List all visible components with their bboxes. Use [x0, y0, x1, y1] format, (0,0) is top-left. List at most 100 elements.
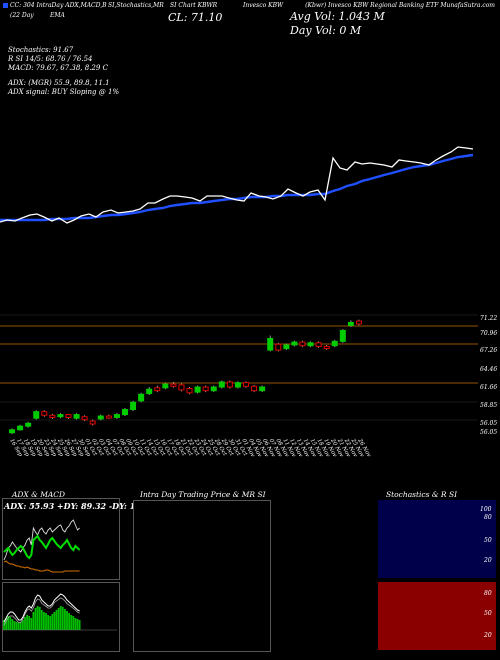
- adx-values: ADX: 55.93 +DY: 89.32 -DY: 11.11: [4, 501, 155, 511]
- candle-body: [17, 425, 24, 431]
- stoch-axis-20: 20: [484, 557, 492, 564]
- macd-histogram-bar: [7, 616, 10, 630]
- candle-body: [226, 381, 233, 388]
- candle-body: [33, 411, 40, 419]
- macd-line: MACD: 79.67, 67.38, 8.29 C: [8, 64, 108, 72]
- macd-histogram-bar: [70, 615, 73, 630]
- day-vol-label: Day Vol: 0 M: [290, 24, 362, 37]
- legend-swatch: [3, 3, 8, 8]
- candle-body: [89, 420, 96, 425]
- macd-histogram-bar: [66, 611, 68, 630]
- candle-body: [73, 414, 80, 419]
- macd-histogram-bar: [36, 606, 39, 630]
- macd-histogram-bar: [74, 618, 77, 630]
- candle-body: [299, 341, 306, 347]
- header-far: (Kbwr) Invesco KBW Regional Banking ETF …: [305, 2, 495, 9]
- macd-histogram-bar: [64, 609, 66, 630]
- stoch-panel: [378, 500, 496, 578]
- candle-body: [267, 337, 274, 351]
- candle-body: [121, 409, 128, 416]
- macd-histogram-bar: [68, 613, 70, 630]
- candle-body: [339, 329, 346, 342]
- price-axis-7: 56.05: [480, 420, 498, 427]
- macd-histogram-bar: [15, 622, 18, 630]
- rsi-axis-50: 50: [484, 610, 492, 617]
- macd-histogram-bar: [9, 617, 12, 630]
- adx-minus-di-line: [3, 560, 80, 573]
- candle-body: [283, 344, 290, 350]
- candle-body: [130, 401, 137, 411]
- candle-body: [162, 383, 169, 389]
- candle-body: [113, 414, 120, 418]
- macd-histogram-bar: [24, 617, 26, 630]
- close-label: CL: 71.10: [168, 11, 223, 24]
- candle-body: [315, 342, 322, 347]
- adx-plus-di-line: [3, 519, 80, 561]
- macd-histogram-bar: [22, 620, 24, 630]
- header-left: CC: 304 IntraDay ADX,MACD,B: [10, 2, 107, 9]
- macd-histogram-bar: [3, 620, 5, 630]
- intra-panel-title: Intra Day Trading Price & MR SI: [140, 490, 266, 499]
- header-mid2: SI Chart KBWR: [170, 2, 218, 9]
- macd-histogram-bar: [76, 619, 79, 630]
- macd-histogram-bar: [53, 612, 56, 630]
- macd-histogram-bar: [43, 612, 45, 630]
- candle-body: [57, 414, 64, 418]
- macd-histogram-bar: [47, 615, 49, 630]
- candle-body: [105, 415, 112, 419]
- macd-histogram-bar: [32, 612, 35, 630]
- candle-body: [331, 340, 338, 347]
- macd-histogram-bar: [57, 608, 60, 630]
- macd-histogram-bar: [26, 615, 28, 630]
- candle-body: [186, 387, 193, 394]
- macd-panel: [2, 582, 120, 652]
- candle-body: [323, 345, 330, 350]
- candle-body: [307, 342, 314, 347]
- macd-histogram-bar: [59, 606, 62, 630]
- candle-body: [138, 393, 145, 402]
- candle-body: [218, 381, 225, 388]
- date-label: (22 Day: [10, 12, 34, 19]
- candle-body: [259, 386, 266, 392]
- macd-histogram-bar: [17, 623, 20, 630]
- rsi-line: R SI 14/5: 68.76 / 76.54: [8, 55, 93, 63]
- candle-body: [234, 382, 241, 388]
- stoch-axis-80: 80: [484, 514, 492, 521]
- candle-body: [146, 388, 153, 395]
- macd-histogram-bar: [61, 607, 64, 630]
- avg-vol-label: Avg Vol: 1.043 M: [290, 10, 385, 23]
- candle-body: [154, 387, 161, 392]
- candle-body: [347, 321, 354, 326]
- ema-line: [0, 153, 474, 222]
- stoch-axis-100: 100: [480, 506, 492, 513]
- header-mid: SI,Stochastics,MR: [108, 2, 164, 9]
- macd-histogram-bar: [11, 619, 14, 630]
- price-axis-5: 61.66: [480, 384, 498, 391]
- rsi-axis-20: 20: [484, 632, 492, 639]
- adx-panel: [2, 498, 120, 580]
- macd-histogram-bar: [30, 618, 33, 630]
- candle-body: [210, 386, 217, 392]
- macd-histogram-bar: [49, 616, 52, 630]
- macd-histogram-bar: [40, 610, 43, 630]
- macd-line: [3, 593, 80, 623]
- price-axis-6: 58.85: [480, 402, 498, 409]
- rsi-panel: [378, 582, 496, 650]
- adx-line: [3, 534, 81, 560]
- candle-body: [81, 416, 88, 421]
- intraday-panel: [133, 500, 271, 652]
- macd-histogram-bar: [78, 620, 81, 630]
- close-price-line: [0, 146, 474, 224]
- candle-body: [65, 414, 72, 418]
- macd-histogram-bar: [72, 616, 75, 630]
- candle-body: [9, 429, 16, 434]
- candle-body: [194, 386, 201, 393]
- candle-body: [41, 411, 48, 416]
- candle-body: [275, 343, 282, 351]
- price-axis-2: 70.96: [480, 330, 498, 337]
- price-axis-3: 67.26: [480, 347, 498, 354]
- candle-body: [243, 382, 250, 387]
- price-axis-1: 71.22: [480, 315, 498, 322]
- adx-panel-title: ADX & MACD: [12, 490, 66, 499]
